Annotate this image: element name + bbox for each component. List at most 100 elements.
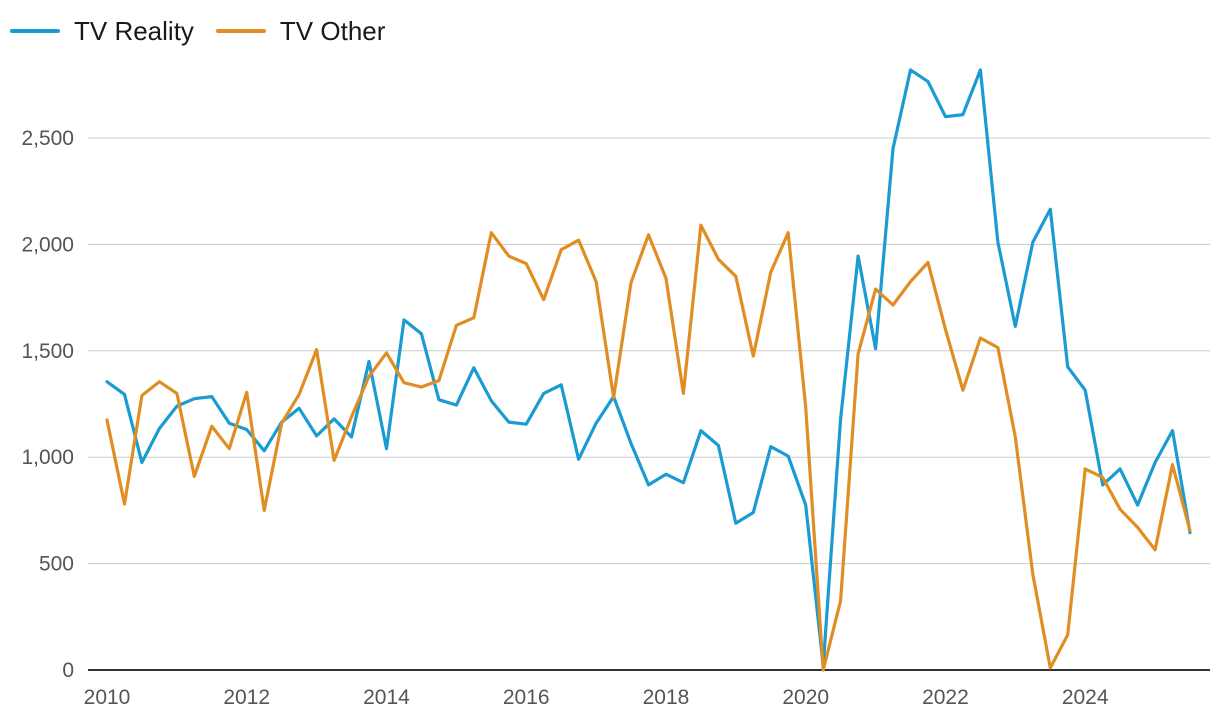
data-point-tv-other-42[interactable] (838, 598, 844, 604)
data-point-tv-other-52[interactable] (1012, 434, 1018, 440)
data-point-tv-other-13[interactable] (331, 457, 337, 463)
data-point-tv-other-17[interactable] (401, 380, 407, 386)
data-point-tv-other-14[interactable] (349, 414, 355, 420)
data-point-tv-other-12[interactable] (314, 347, 320, 353)
data-point-tv-other-60[interactable] (1152, 547, 1158, 553)
data-point-tv-reality-16[interactable] (384, 446, 390, 452)
data-point-tv-other-4[interactable] (174, 390, 180, 396)
data-point-tv-other-43[interactable] (855, 351, 861, 357)
data-point-tv-reality-33[interactable] (680, 480, 686, 486)
data-point-tv-other-25[interactable] (541, 297, 547, 303)
data-point-tv-reality-47[interactable] (925, 79, 931, 85)
data-point-tv-reality-30[interactable] (628, 440, 634, 446)
data-point-tv-reality-13[interactable] (331, 416, 337, 422)
data-point-tv-other-39[interactable] (785, 230, 791, 236)
data-point-tv-other-23[interactable] (506, 253, 512, 259)
data-point-tv-reality-26[interactable] (558, 382, 564, 388)
data-point-tv-reality-24[interactable] (523, 421, 529, 427)
legend-item-tv-other[interactable]: TV Other (215, 16, 385, 47)
data-point-tv-other-29[interactable] (611, 395, 617, 401)
data-point-tv-other-10[interactable] (279, 420, 285, 426)
data-point-tv-reality-15[interactable] (366, 358, 372, 364)
data-point-tv-other-19[interactable] (436, 378, 442, 384)
data-point-tv-reality-22[interactable] (488, 398, 494, 404)
data-point-tv-reality-0[interactable] (104, 379, 110, 385)
data-point-tv-other-46[interactable] (908, 279, 914, 285)
data-point-tv-other-26[interactable] (558, 247, 564, 253)
data-point-tv-reality-12[interactable] (314, 433, 320, 439)
data-point-tv-reality-14[interactable] (349, 434, 355, 440)
data-point-tv-reality-56[interactable] (1082, 387, 1088, 393)
data-point-tv-other-27[interactable] (576, 237, 582, 243)
data-point-tv-other-48[interactable] (943, 327, 949, 333)
data-point-tv-other-30[interactable] (628, 280, 634, 286)
data-point-tv-other-31[interactable] (646, 232, 652, 238)
data-point-tv-reality-17[interactable] (401, 317, 407, 323)
data-point-tv-other-8[interactable] (244, 389, 250, 395)
data-point-tv-other-62[interactable] (1187, 528, 1193, 534)
data-point-tv-other-0[interactable] (104, 417, 110, 423)
data-point-tv-other-3[interactable] (156, 379, 162, 385)
data-point-tv-reality-34[interactable] (698, 428, 704, 434)
data-point-tv-other-22[interactable] (488, 230, 494, 236)
data-point-tv-other-33[interactable] (680, 390, 686, 396)
data-point-tv-other-16[interactable] (384, 350, 390, 356)
data-point-tv-reality-27[interactable] (576, 456, 582, 462)
data-point-tv-reality-31[interactable] (646, 482, 652, 488)
data-point-tv-other-56[interactable] (1082, 466, 1088, 472)
data-point-tv-other-28[interactable] (593, 279, 599, 285)
data-point-tv-reality-40[interactable] (803, 502, 809, 508)
data-point-tv-other-20[interactable] (453, 322, 459, 328)
data-point-tv-reality-11[interactable] (296, 405, 302, 411)
data-point-tv-reality-45[interactable] (890, 146, 896, 152)
data-point-tv-reality-61[interactable] (1170, 428, 1176, 434)
data-point-tv-other-5[interactable] (191, 473, 197, 479)
data-point-tv-other-50[interactable] (977, 335, 983, 341)
data-point-tv-reality-55[interactable] (1065, 364, 1071, 370)
data-point-tv-reality-43[interactable] (855, 253, 861, 259)
series-line-tv-reality[interactable] (105, 68, 1192, 668)
data-point-tv-reality-50[interactable] (977, 67, 983, 73)
data-point-tv-other-51[interactable] (995, 345, 1001, 351)
data-point-tv-reality-58[interactable] (1117, 466, 1123, 472)
series-line-tv-other[interactable] (105, 223, 1192, 672)
data-point-tv-reality-36[interactable] (733, 520, 739, 526)
data-point-tv-reality-44[interactable] (873, 346, 879, 352)
data-point-tv-reality-21[interactable] (471, 365, 477, 371)
data-point-tv-reality-8[interactable] (244, 427, 250, 433)
data-point-tv-reality-5[interactable] (191, 396, 197, 402)
data-point-tv-other-7[interactable] (226, 446, 232, 452)
data-point-tv-reality-6[interactable] (209, 394, 215, 400)
data-point-tv-other-38[interactable] (768, 269, 774, 275)
data-point-tv-other-61[interactable] (1170, 462, 1176, 468)
data-point-tv-other-49[interactable] (960, 387, 966, 393)
data-point-tv-reality-54[interactable] (1047, 206, 1053, 212)
data-point-tv-other-44[interactable] (873, 286, 879, 292)
data-point-tv-reality-52[interactable] (1012, 323, 1018, 329)
data-point-tv-other-55[interactable] (1065, 632, 1071, 638)
data-point-tv-reality-9[interactable] (261, 448, 267, 454)
data-point-tv-reality-3[interactable] (156, 426, 162, 432)
data-point-tv-reality-20[interactable] (453, 402, 459, 408)
data-point-tv-reality-49[interactable] (960, 112, 966, 118)
data-point-tv-other-40[interactable] (803, 404, 809, 410)
data-point-tv-other-1[interactable] (122, 501, 128, 507)
data-point-tv-reality-1[interactable] (122, 391, 128, 397)
legend-item-tv-reality[interactable]: TV Reality (10, 16, 194, 47)
data-point-tv-other-32[interactable] (663, 275, 669, 281)
data-point-tv-other-24[interactable] (523, 261, 529, 267)
data-point-tv-other-18[interactable] (418, 384, 424, 390)
data-point-tv-other-6[interactable] (209, 423, 215, 429)
data-point-tv-other-11[interactable] (296, 391, 302, 397)
data-point-tv-other-9[interactable] (261, 507, 267, 513)
data-point-tv-other-37[interactable] (750, 353, 756, 359)
data-point-tv-reality-59[interactable] (1135, 502, 1141, 508)
data-point-tv-reality-7[interactable] (226, 420, 232, 426)
data-point-tv-reality-32[interactable] (663, 471, 669, 477)
data-point-tv-other-2[interactable] (139, 393, 145, 399)
data-point-tv-reality-37[interactable] (750, 510, 756, 516)
data-point-tv-reality-38[interactable] (768, 444, 774, 450)
data-point-tv-reality-25[interactable] (541, 390, 547, 396)
data-point-tv-reality-39[interactable] (785, 453, 791, 459)
data-point-tv-other-53[interactable] (1030, 571, 1036, 577)
